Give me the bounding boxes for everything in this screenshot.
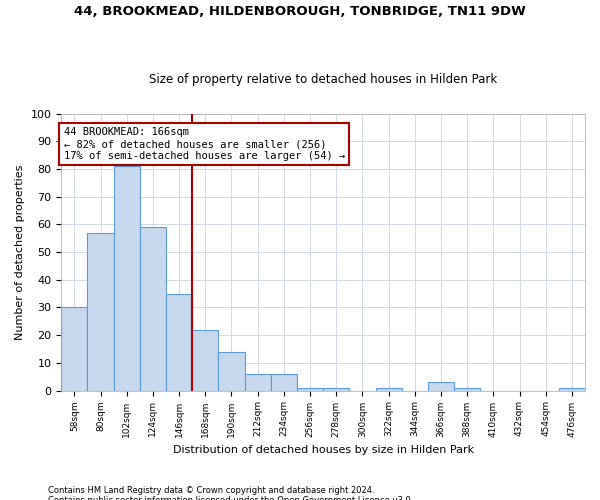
Bar xyxy=(166,294,192,390)
Bar xyxy=(428,382,454,390)
Bar xyxy=(559,388,585,390)
Bar xyxy=(61,308,88,390)
Bar xyxy=(113,166,140,390)
Title: Size of property relative to detached houses in Hilden Park: Size of property relative to detached ho… xyxy=(149,73,497,86)
Bar xyxy=(297,388,323,390)
Bar xyxy=(140,227,166,390)
Text: 44 BROOKMEAD: 166sqm
← 82% of detached houses are smaller (256)
17% of semi-deta: 44 BROOKMEAD: 166sqm ← 82% of detached h… xyxy=(64,128,345,160)
Bar xyxy=(454,388,480,390)
Text: Contains HM Land Registry data © Crown copyright and database right 2024.: Contains HM Land Registry data © Crown c… xyxy=(48,486,374,495)
Y-axis label: Number of detached properties: Number of detached properties xyxy=(15,164,25,340)
Bar xyxy=(323,388,349,390)
Bar xyxy=(218,352,245,391)
Bar xyxy=(192,330,218,390)
Text: 44, BROOKMEAD, HILDENBOROUGH, TONBRIDGE, TN11 9DW: 44, BROOKMEAD, HILDENBOROUGH, TONBRIDGE,… xyxy=(74,5,526,18)
X-axis label: Distribution of detached houses by size in Hilden Park: Distribution of detached houses by size … xyxy=(173,445,474,455)
Bar xyxy=(245,374,271,390)
Bar xyxy=(376,388,401,390)
Bar xyxy=(88,232,113,390)
Bar xyxy=(271,374,297,390)
Text: Contains public sector information licensed under the Open Government Licence v3: Contains public sector information licen… xyxy=(48,496,413,500)
